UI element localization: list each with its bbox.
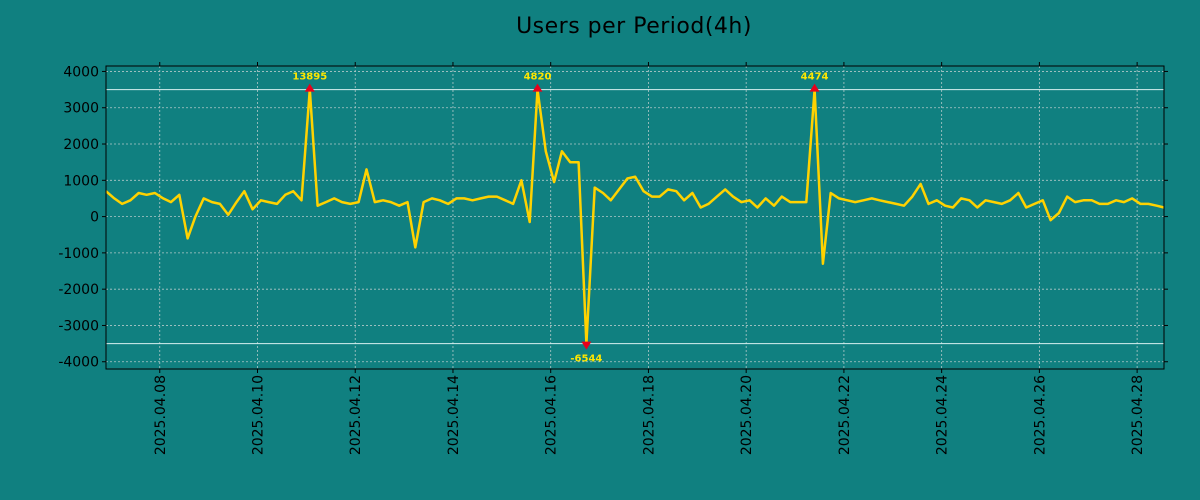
- x-tick-label: 2025.04.28: [1130, 375, 1146, 455]
- y-tick-label: 3000: [63, 101, 99, 117]
- x-tick-label: 2025.04.14: [446, 375, 462, 455]
- x-tick-label: 2025.04.22: [837, 375, 853, 455]
- clip-lines: [106, 89, 1164, 345]
- plot-frame: [105, 65, 1165, 370]
- x-tick-label: 2025.04.24: [935, 375, 951, 455]
- grid-lines: [106, 66, 1164, 369]
- peak-marker: [304, 83, 315, 92]
- y-tick-label: -3000: [58, 318, 99, 334]
- peak-label: -6544: [570, 354, 602, 365]
- y-tick-label: 2000: [63, 137, 99, 153]
- y-tick-label: -1000: [58, 246, 99, 262]
- y-tick-label: 1000: [63, 173, 99, 189]
- y-axis: 4000 3000 2000 1000 0 -1000 -2000 -3000 -4000: [58, 64, 1168, 371]
- plot-area: [105, 65, 1165, 370]
- x-tick-label: 2025.04.26: [1032, 375, 1048, 455]
- series-group: [105, 88, 1165, 345]
- x-tick-label: 2025.04.10: [250, 375, 266, 455]
- peak-marker: [581, 341, 592, 350]
- y-tick-label: 0: [90, 210, 99, 226]
- annotations: 13895 4820 -6544 4474: [292, 72, 828, 365]
- x-tick-label: 2025.04.20: [739, 375, 755, 455]
- peak-label: 4474: [801, 72, 829, 83]
- peak-marker: [532, 83, 543, 92]
- x-axis: 2025.04.08 2025.04.10 2025.04.12 2025.04.14…: [153, 62, 1146, 455]
- peak-marker: [809, 83, 820, 92]
- x-tick-label: 2025.04.18: [641, 375, 657, 455]
- y-tick-label: -2000: [58, 282, 99, 298]
- peak-label: 4820: [524, 72, 552, 83]
- y-tick-label: 4000: [63, 64, 99, 80]
- y-tick-label: -4000: [58, 355, 99, 371]
- chart-title: Users per Period(4h): [516, 14, 752, 39]
- peak-label: 13895: [292, 72, 327, 83]
- x-tick-label: 2025.04.16: [544, 375, 560, 455]
- x-tick-label: 2025.04.12: [348, 375, 364, 455]
- series-line-users: [105, 88, 1165, 345]
- x-tick-label: 2025.04.08: [153, 375, 169, 455]
